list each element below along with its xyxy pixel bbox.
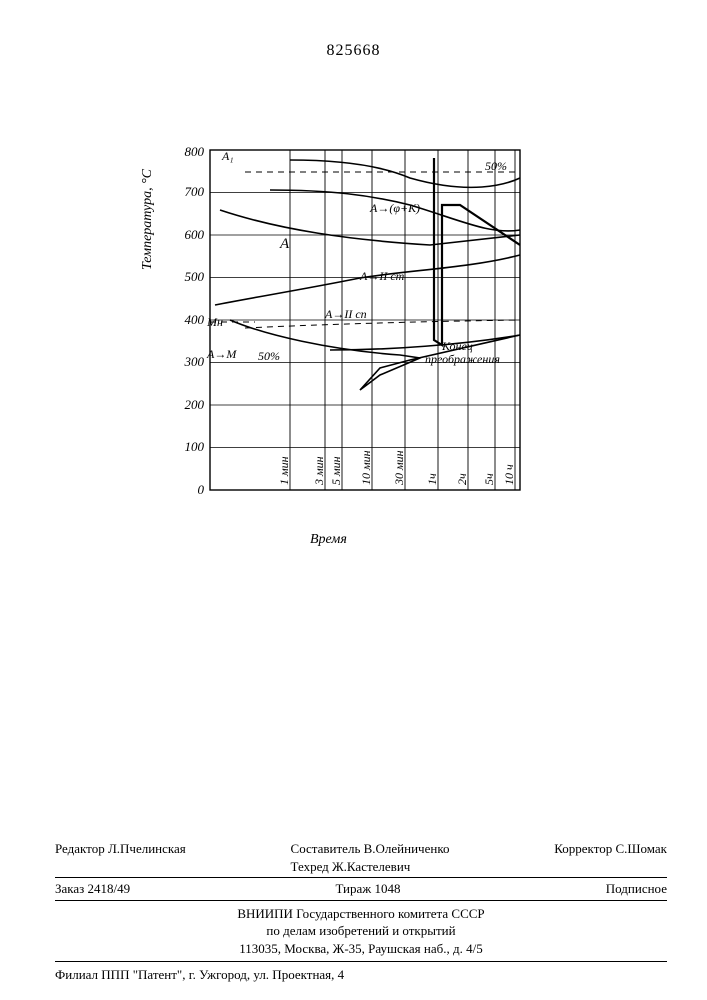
- svg-text:600: 600: [185, 227, 205, 242]
- page: 825668 Температура, °С: [0, 0, 707, 1000]
- org-line-1: ВНИИПИ Государственного комитета СССР: [55, 905, 667, 923]
- zakaz: Заказ 2418/49: [55, 880, 130, 898]
- svg-text:100: 100: [185, 439, 205, 454]
- svg-text:300: 300: [184, 354, 205, 369]
- x-axis-label: Время: [310, 532, 347, 548]
- svg-text:5 мин: 5 мин: [329, 456, 343, 485]
- imprint-block: Редактор Л.Пчелинская Составитель В.Олей…: [55, 840, 667, 984]
- svg-text:30 мин: 30 мин: [392, 450, 406, 486]
- tirazh: Тираж 1048: [335, 880, 400, 898]
- korrektor: Корректор С.Шомак: [554, 840, 667, 875]
- label-a-ii-st: А→II ст: [359, 269, 405, 283]
- document-number: 825668: [327, 42, 381, 60]
- svg-text:10 мин: 10 мин: [359, 450, 373, 485]
- label-50r: 50%: [485, 159, 507, 173]
- svg-text:1 мин: 1 мин: [277, 456, 291, 485]
- label-am: А→М: [206, 347, 237, 361]
- y-tick-labels: 0 100 200 300 400 500 600 700 800: [184, 144, 205, 497]
- label-a-phi-k: А→(φ+К): [369, 201, 420, 215]
- svg-text:2ч: 2ч: [455, 473, 469, 485]
- label-50l: 50%: [258, 349, 280, 363]
- tehred: Техред Ж.Кастелевич: [291, 858, 450, 876]
- svg-text:500: 500: [185, 269, 205, 284]
- imprint-row-1: Редактор Л.Пчелинская Составитель В.Олей…: [55, 840, 667, 878]
- ttt-chart: 0 100 200 300 400 500 600 700 800 1 мин …: [155, 120, 555, 540]
- bainite-line: [330, 335, 520, 350]
- y-axis-label: Температура, °С: [140, 169, 156, 270]
- redaktor: Редактор Л.Пчелинская: [55, 840, 186, 875]
- label-a1: A₁: [221, 149, 234, 163]
- org-addr: 113035, Москва, Ж-35, Раушская наб., д. …: [55, 940, 667, 958]
- imprint-org: ВНИИПИ Государственного комитета СССР по…: [55, 901, 667, 963]
- svg-text:700: 700: [185, 184, 205, 199]
- filial-line: Филиал ППП "Патент", г. Ужгород, ул. Про…: [55, 962, 667, 984]
- chart-svg: 0 100 200 300 400 500 600 700 800 1 мин …: [155, 120, 555, 540]
- svg-text:5ч: 5ч: [482, 473, 496, 485]
- svg-text:0: 0: [198, 482, 205, 497]
- x-tick-labels: 1 мин 3 мин 5 мин 10 мин 30 мин 1ч 2ч 5ч…: [277, 450, 516, 486]
- svg-text:400: 400: [185, 312, 205, 327]
- svg-text:1ч: 1ч: [425, 473, 439, 485]
- svg-text:200: 200: [185, 397, 205, 412]
- label-a: А: [279, 236, 290, 252]
- imprint-row-2: Заказ 2418/49 Тираж 1048 Подписное: [55, 878, 667, 901]
- center-col: Составитель В.Олейниченко Техред Ж.Касте…: [291, 840, 450, 875]
- annotations: A₁ А Мн А→М 50% 50% А→(φ+К) А→II ст А→II…: [206, 149, 507, 366]
- sostavitel: Составитель В.Олейниченко: [291, 840, 450, 858]
- podpisnoe: Подписное: [606, 880, 667, 898]
- svg-text:10 ч: 10 ч: [502, 464, 516, 485]
- label-konets: Конец: [441, 339, 473, 353]
- label-mh: Мн: [206, 315, 223, 329]
- org-line-2: по делам изобретений и открытий: [55, 922, 667, 940]
- svg-text:800: 800: [185, 144, 205, 159]
- dash-50-mid: [245, 320, 520, 328]
- svg-text:3 мин: 3 мин: [312, 456, 326, 486]
- label-preobr: преображения: [425, 352, 500, 366]
- label-a-ii-sp: А→II сп: [324, 307, 367, 321]
